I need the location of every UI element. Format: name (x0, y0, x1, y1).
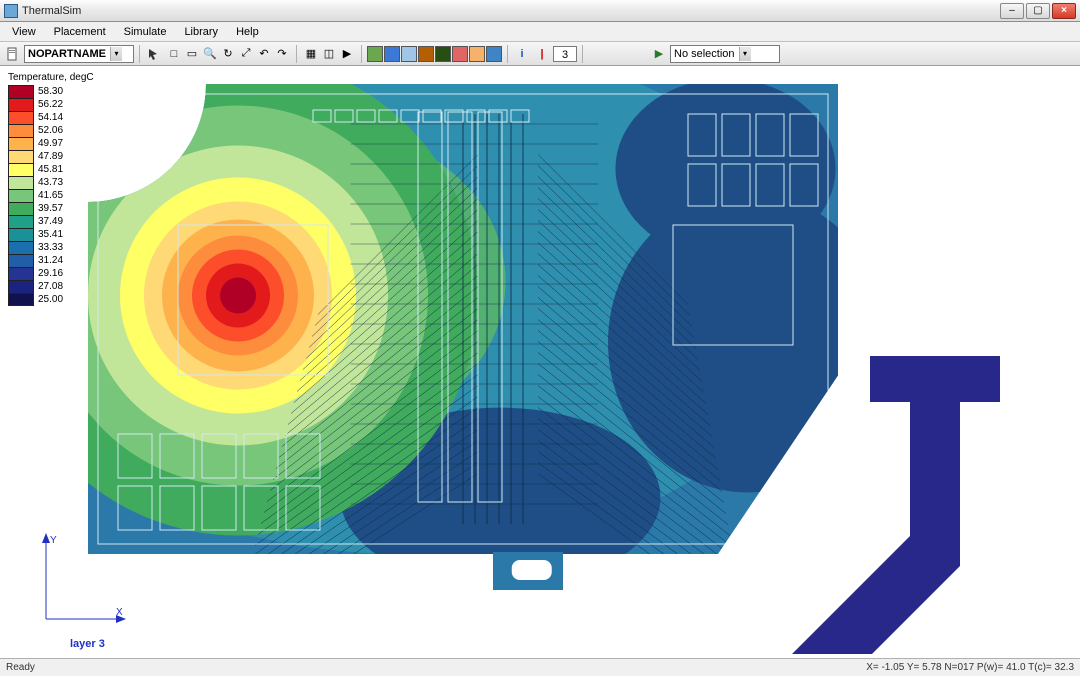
pointer-icon[interactable]: ▭ (183, 45, 201, 63)
palette-swatch-0[interactable] (367, 46, 383, 62)
status-left: Ready (6, 662, 35, 673)
selection-value: No selection (674, 48, 735, 60)
rotate-icon[interactable]: ↻ (219, 45, 237, 63)
layer-label: layer 3 (70, 638, 105, 650)
new-icon[interactable]: □ (165, 45, 183, 63)
palette-swatch-1[interactable] (384, 46, 400, 62)
axes-indicator: Y X (36, 533, 126, 632)
x-axis-label: X (116, 607, 123, 618)
palette-swatch-7[interactable] (486, 46, 502, 62)
zoom-icon[interactable]: 🔍 (201, 45, 219, 63)
part-name-value: NOPARTNAME (28, 48, 106, 60)
toolbar-separator (507, 45, 508, 63)
pointer-tool-icon[interactable] (145, 45, 163, 63)
menu-help[interactable]: Help (228, 24, 267, 40)
play-icon[interactable]: ▶ (338, 45, 356, 63)
marker-icon[interactable]: | (533, 45, 551, 63)
toolbar-separator (296, 45, 297, 63)
app-title: ThermalSim (22, 5, 1000, 17)
chevron-down-icon: ▾ (110, 47, 122, 61)
toolbar-separator (582, 45, 583, 63)
toolbar: NOPARTNAME ▾ □▭🔍↻⤢↶↷ ▦◫▶ i | 3 ▶ No sele… (0, 42, 1080, 66)
y-axis-label: Y (50, 535, 57, 546)
menubar: View Placement Simulate Library Help (0, 22, 1080, 42)
minimize-button[interactable]: – (1000, 3, 1024, 19)
palette-swatch-2[interactable] (401, 46, 417, 62)
toolbar-separator (361, 45, 362, 63)
selection-combo[interactable]: No selection ▾ (670, 45, 780, 63)
undo-icon[interactable]: ↶ (255, 45, 273, 63)
zoom-fit-icon[interactable]: ⤢ (237, 45, 255, 63)
doc-icon[interactable] (4, 45, 22, 63)
layer-number-field[interactable]: 3 (553, 46, 577, 62)
palette-swatch-5[interactable] (452, 46, 468, 62)
titlebar: ThermalSim – ▢ × (0, 0, 1080, 22)
menu-view[interactable]: View (4, 24, 44, 40)
toolbar-separator (139, 45, 140, 63)
viewport[interactable]: Temperature, degC 58.3056.2254.1452.0649… (0, 66, 1080, 658)
part-name-combo[interactable]: NOPARTNAME ▾ (24, 45, 134, 63)
info-icon[interactable]: i (513, 45, 531, 63)
thermal-map (0, 66, 1080, 654)
statusbar: Ready X= -1.05 Y= 5.78 N=017 P(w)= 41.0 … (0, 658, 1080, 676)
maximize-button[interactable]: ▢ (1026, 3, 1050, 19)
chevron-down-icon: ▾ (739, 47, 751, 61)
window-buttons: – ▢ × (1000, 3, 1076, 19)
palette-swatch-3[interactable] (418, 46, 434, 62)
play-toolbar-icon[interactable]: ▶ (650, 45, 668, 63)
menu-placement[interactable]: Placement (46, 24, 114, 40)
chart-icon[interactable]: ◫ (320, 45, 338, 63)
close-button[interactable]: × (1052, 3, 1076, 19)
palette-swatch-4[interactable] (435, 46, 451, 62)
grid-icon[interactable]: ▦ (302, 45, 320, 63)
app-icon (4, 4, 18, 18)
menu-simulate[interactable]: Simulate (116, 24, 175, 40)
menu-library[interactable]: Library (176, 24, 226, 40)
redo-icon[interactable]: ↷ (273, 45, 291, 63)
palette-swatch-6[interactable] (469, 46, 485, 62)
status-right: X= -1.05 Y= 5.78 N=017 P(w)= 41.0 T(c)= … (866, 662, 1074, 673)
